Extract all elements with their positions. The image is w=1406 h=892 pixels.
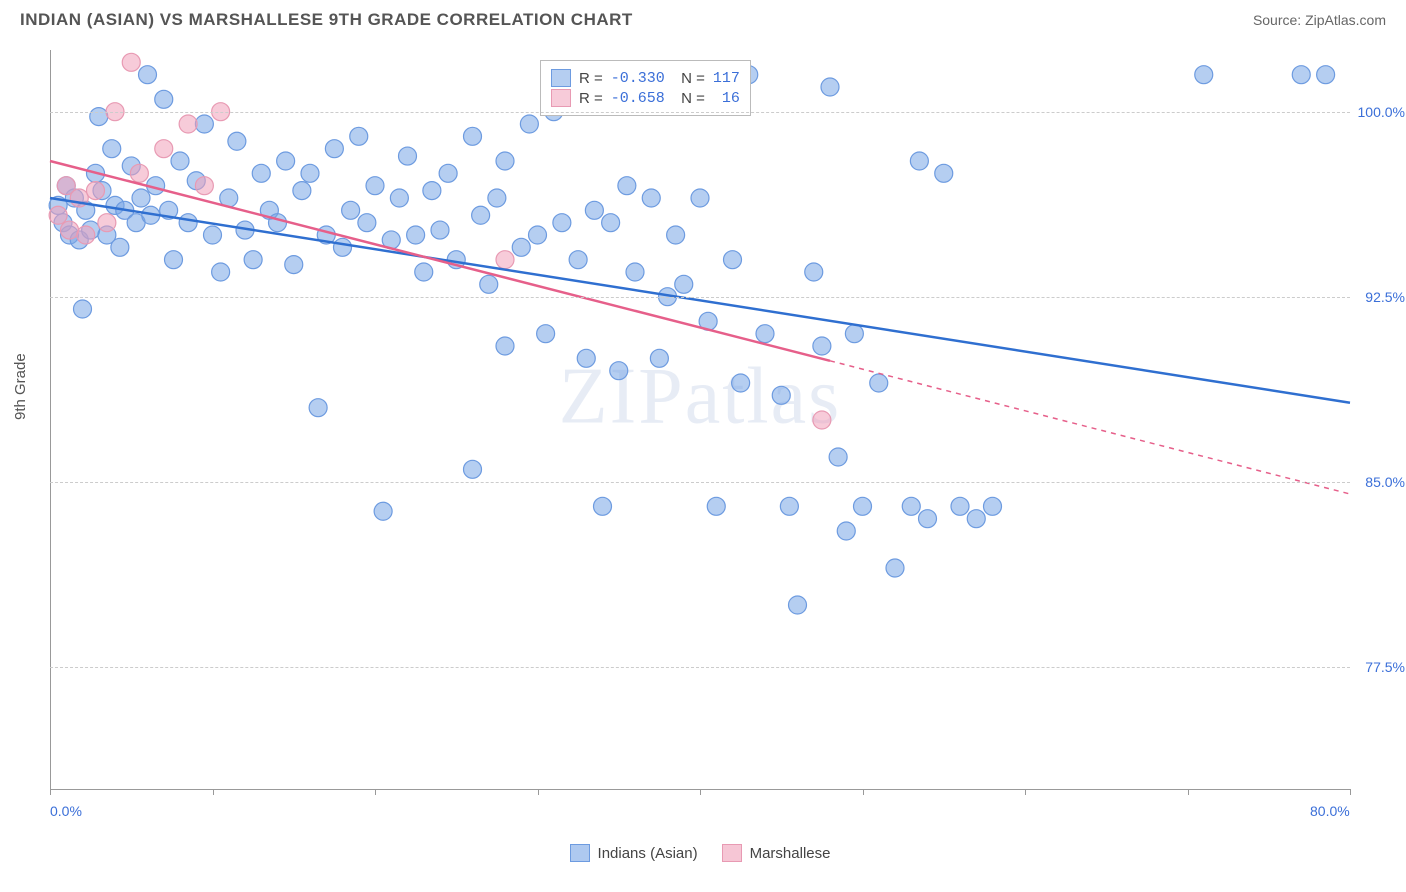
y-tick-label: 100.0% (1358, 104, 1405, 120)
swatch-marshallese-icon (722, 844, 742, 862)
y-tick-label: 77.5% (1365, 659, 1405, 675)
legend-item-indians: Indians (Asian) (570, 844, 698, 862)
legend-item-marshallese: Marshallese (722, 844, 831, 862)
y-tick-label: 92.5% (1365, 289, 1405, 305)
chart-plot-area: ZIPatlas R = -0.330 N = 117 R = -0.658 N… (50, 50, 1350, 790)
x-tick-label: 80.0% (1310, 803, 1350, 819)
y-axis-title: 9th Grade (12, 353, 29, 420)
correlation-legend: R = -0.330 N = 117 R = -0.658 N = 16 (540, 60, 751, 116)
x-tick-label: 0.0% (50, 803, 82, 819)
chart-title: INDIAN (ASIAN) VS MARSHALLESE 9TH GRADE … (20, 10, 633, 30)
bottom-legend: Indians (Asian) Marshallese (50, 844, 1350, 862)
swatch-indians-icon (570, 844, 590, 862)
swatch-indians (551, 69, 571, 87)
swatch-marshallese (551, 89, 571, 107)
source-label: Source: ZipAtlas.com (1253, 12, 1386, 28)
legend-row-indians: R = -0.330 N = 117 (551, 69, 740, 87)
y-tick-label: 85.0% (1365, 474, 1405, 490)
legend-row-marshallese: R = -0.658 N = 16 (551, 89, 740, 107)
